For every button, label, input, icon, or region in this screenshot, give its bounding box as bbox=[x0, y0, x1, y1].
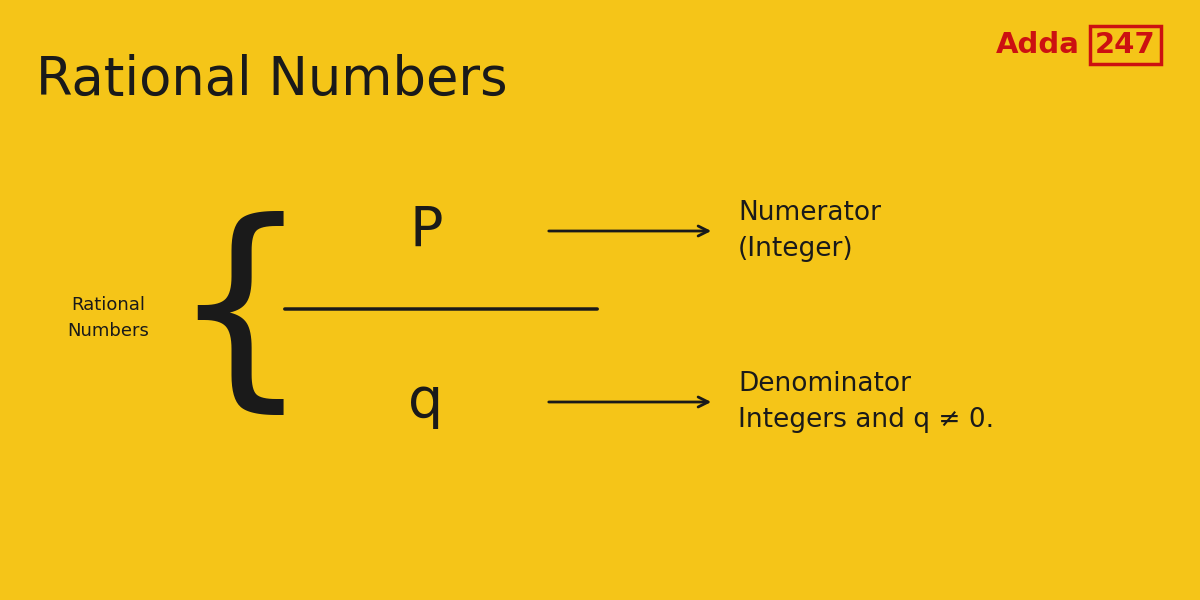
Text: Adda: Adda bbox=[996, 31, 1080, 59]
Text: Numerator
(Integer): Numerator (Integer) bbox=[738, 200, 881, 262]
Text: {: { bbox=[169, 211, 311, 425]
Text: q: q bbox=[408, 375, 444, 429]
Text: Rational Numbers: Rational Numbers bbox=[36, 54, 508, 106]
Text: Denominator
Integers and q ≠ 0.: Denominator Integers and q ≠ 0. bbox=[738, 371, 994, 433]
Text: P: P bbox=[409, 204, 443, 258]
Text: 247: 247 bbox=[1096, 31, 1156, 59]
Text: Rational
Numbers: Rational Numbers bbox=[67, 296, 149, 340]
